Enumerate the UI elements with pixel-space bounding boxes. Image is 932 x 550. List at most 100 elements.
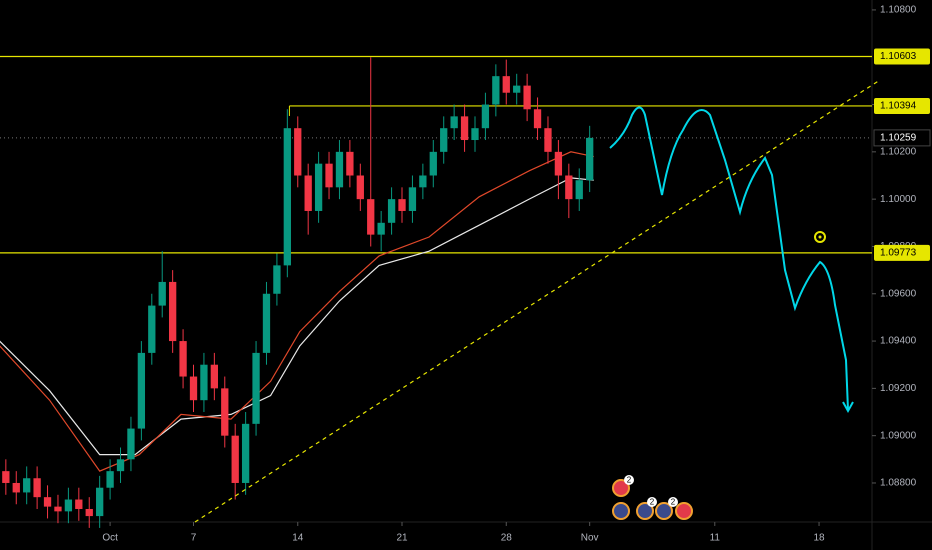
candle-body	[533, 109, 542, 129]
candle-body	[471, 128, 479, 141]
candle-body	[554, 151, 563, 176]
candle-body	[64, 499, 73, 512]
candle-body	[314, 163, 323, 211]
event-badge-bg	[668, 497, 678, 507]
candle-body	[283, 128, 291, 266]
candle-body	[325, 163, 333, 188]
candle-body	[565, 175, 573, 200]
x-tick-label: 28	[501, 533, 513, 544]
candle-body	[346, 151, 354, 176]
candle-body	[2, 471, 10, 483]
candle-body	[544, 128, 552, 152]
event-badge: 2	[650, 498, 655, 507]
event-icon[interactable]	[655, 502, 673, 520]
level-label-box	[874, 48, 930, 65]
y-tick-label: 1.09400	[880, 336, 917, 347]
y-tick-label: 1.10200	[880, 146, 917, 157]
event-badge: 2	[627, 476, 632, 485]
level-label-box	[874, 97, 930, 114]
candle-body	[189, 376, 198, 401]
y-tick-label: 1.08800	[880, 478, 917, 489]
candle-body	[148, 305, 156, 353]
candle-body	[502, 76, 510, 93]
candle-body	[12, 482, 20, 493]
candle-body	[377, 222, 385, 235]
event-badge-bg	[647, 497, 657, 507]
candle-body	[408, 187, 417, 211]
event-markers[interactable]: 2 2 2	[612, 475, 693, 520]
last-price-label: 1.10259	[880, 133, 917, 144]
projection-arrow	[842, 401, 854, 414]
candle-body	[231, 435, 239, 483]
candle-body	[356, 175, 364, 200]
candle-body	[460, 116, 469, 141]
candle-body	[262, 293, 271, 353]
candle-body	[440, 128, 448, 152]
x-tick-label: 11	[710, 533, 721, 544]
candle-body	[241, 423, 250, 483]
candle-body	[200, 364, 208, 401]
candle-body	[513, 85, 521, 93]
candle-body	[137, 352, 146, 429]
moving-average	[0, 151, 594, 472]
candle-body	[54, 506, 62, 512]
event-icon[interactable]	[612, 479, 630, 497]
candle-body	[575, 180, 583, 200]
y-tick-label: 1.10000	[880, 194, 917, 205]
y-tick-label: 1.09600	[880, 288, 917, 299]
level-label-box	[874, 244, 930, 261]
candle-body	[586, 137, 594, 181]
x-tick-label: 14	[292, 533, 304, 544]
candle-body	[23, 478, 31, 493]
target-marker	[814, 231, 826, 243]
level-label: 1.10603	[880, 51, 917, 62]
candle-body	[335, 151, 344, 188]
candle-body	[419, 175, 427, 188]
candle-body	[210, 364, 218, 389]
candle-body	[429, 151, 437, 176]
candle-body	[158, 281, 166, 306]
y-tick-label: 1.10800	[880, 5, 917, 16]
candle-body	[43, 497, 52, 507]
y-tick-label: 1.09000	[880, 430, 917, 441]
level-label: 1.09773	[880, 247, 917, 258]
moving-average	[0, 177, 594, 456]
candle-body	[481, 104, 490, 129]
candle-body	[492, 76, 500, 105]
last-price-box	[873, 129, 931, 147]
x-tick-label: 7	[191, 533, 197, 544]
event-badge: 2	[671, 498, 676, 507]
candle-body	[179, 341, 187, 377]
x-tick-label: Nov	[581, 533, 599, 544]
candle-body	[127, 428, 135, 460]
x-tick-label: 21	[396, 533, 408, 544]
candle-body	[116, 459, 125, 472]
event-icon[interactable]	[636, 502, 654, 520]
candle-body	[96, 487, 104, 517]
candle-body	[75, 499, 83, 509]
candle-body	[523, 85, 531, 110]
candle-body	[387, 199, 396, 223]
target-marker-dot	[818, 235, 822, 239]
event-badge-bg	[624, 475, 634, 485]
candle-body	[85, 508, 93, 517]
candle-body	[367, 199, 375, 235]
candle-body	[168, 281, 177, 342]
candle-body	[221, 388, 229, 436]
plot-area	[0, 55, 872, 528]
projection-path	[609, 106, 849, 411]
event-icon[interactable]	[612, 502, 630, 520]
candle-body	[273, 265, 281, 294]
y-tick-label: 1.09200	[880, 383, 917, 394]
candle-body	[252, 352, 260, 424]
candle-body	[294, 128, 302, 176]
level-label: 1.10394	[880, 101, 917, 112]
x-tick-label: Oct	[102, 533, 118, 544]
event-icon[interactable]	[675, 502, 693, 520]
candle-body	[398, 199, 406, 211]
candle-body	[106, 471, 114, 488]
candle-body	[33, 478, 41, 498]
